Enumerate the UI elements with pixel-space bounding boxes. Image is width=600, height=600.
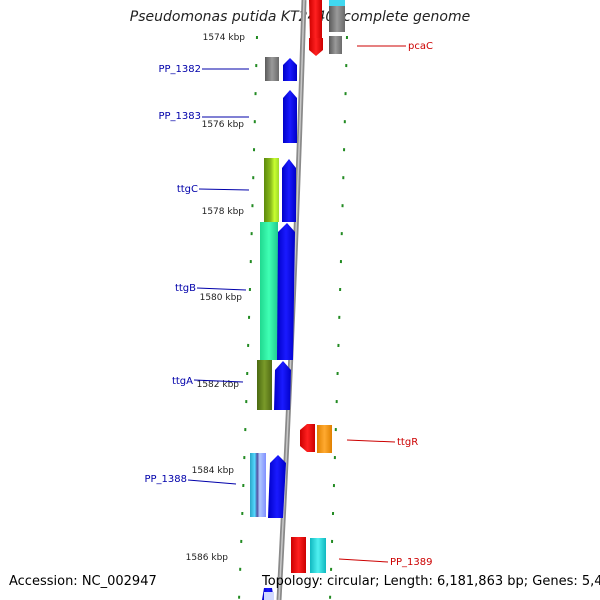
gene-PP-1382-gray [265, 57, 279, 81]
gene-label-ttgC[interactable]: ttgC [177, 184, 198, 195]
leader-line [193, 379, 244, 383]
leader-line [338, 558, 389, 563]
leader-line [196, 287, 247, 291]
kbp-tick-label: 1586 kbp [186, 553, 229, 563]
gene-label-pcaC[interactable]: pcaC [408, 41, 433, 52]
map-title: Pseudomonas putida KT2440, complete geno… [129, 9, 471, 25]
kbp-tick-label: 1574 kbp [203, 33, 246, 43]
gene-label-ttgB[interactable]: ttgB [175, 283, 196, 294]
gene-PP-1383 [283, 90, 297, 143]
gene-label-ttgR[interactable]: ttgR [397, 437, 418, 448]
gene-ttgB-colored [260, 222, 278, 360]
gene-PP-1389 [291, 537, 306, 573]
topology-text: Topology: circular; Length: 6,181,863 bp… [262, 574, 600, 589]
gene-PP-1388 [268, 455, 286, 518]
gene-PP-1382 [283, 58, 297, 81]
kbp-tick-label: 1578 kbp [202, 207, 245, 217]
gene-top-cyan [329, 0, 345, 6]
gene-PP-1388-colored [250, 453, 266, 517]
gene-ttgR-orange [317, 425, 332, 453]
gene-label-ttgA[interactable]: ttgA [172, 376, 193, 387]
leader-line [187, 479, 237, 485]
gene-ttgB [277, 223, 295, 360]
gene-pcaC [309, 0, 322, 46]
kbp-tick-label: 1582 kbp [197, 380, 240, 390]
outer-tick-track [329, 35, 348, 600]
kbp-tick-label: 1576 kbp [202, 120, 245, 130]
gene-pcaC-lower [309, 38, 323, 56]
gene-ttgA [274, 361, 291, 410]
gene-ttgA-colored [257, 360, 272, 410]
gene-ttgR [300, 424, 315, 452]
gene-top-gray [329, 0, 345, 32]
leader-line [198, 188, 250, 191]
gene-label-PP-1389[interactable]: PP_1389 [390, 557, 433, 568]
gene-PP-1389-cyan [310, 538, 326, 573]
kbp-tick-label: 1584 kbp [192, 466, 235, 476]
kbp-tick-label: 1580 kbp [200, 293, 243, 303]
gene-label-PP-1388[interactable]: PP_1388 [144, 474, 187, 485]
gene-label-PP-1382[interactable]: PP_1382 [158, 64, 201, 75]
leader-line [346, 439, 396, 443]
gene-pcaC-gray [329, 36, 342, 54]
accession-text: Accession: NC_002947 [9, 574, 157, 589]
gene-ttgC [282, 159, 296, 222]
gene-label-PP-1383[interactable]: PP_1383 [158, 111, 201, 122]
gene-bottom-partial-light [264, 592, 274, 600]
kbp-ticks: 1574 kbp 1576 kbp 1578 kbp 1580 kbp 1582… [186, 33, 246, 563]
gene-ttgC-colored [264, 158, 279, 222]
forward-gene-labels: PP_1382 PP_1383 ttgC ttgB ttgA PP_1388 [144, 64, 250, 485]
reverse-gene-labels: pcaC ttgR PP_1389 [338, 41, 433, 568]
